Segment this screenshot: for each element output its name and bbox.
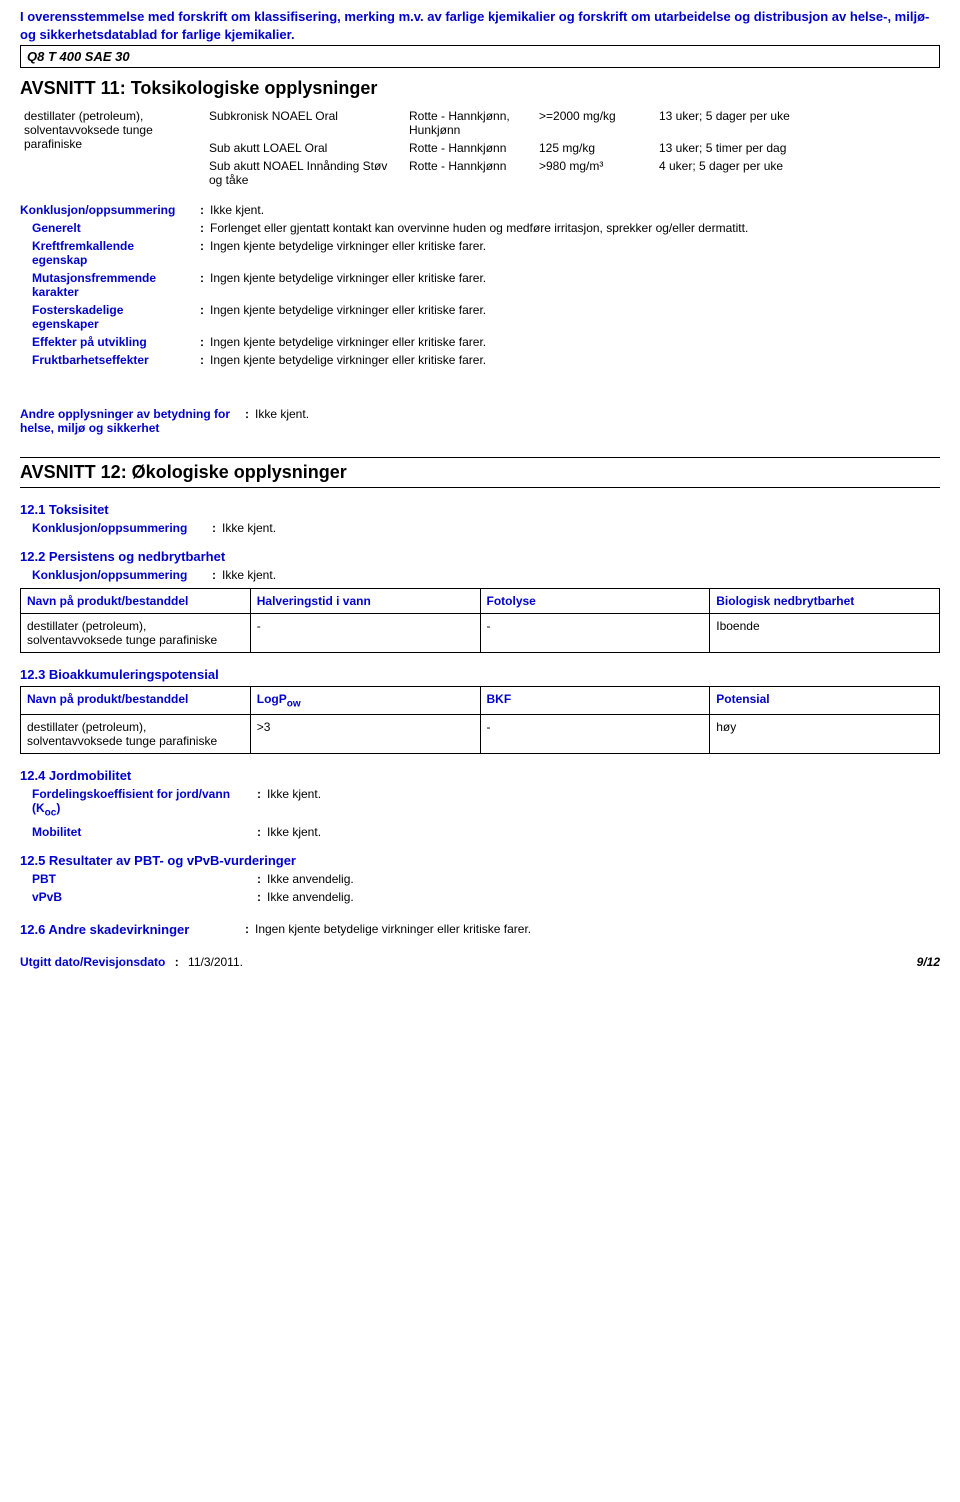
persistence-table: Navn på produkt/bestanddel Halveringstid… — [20, 588, 940, 653]
th-name: Navn på produkt/bestanddel — [21, 589, 251, 614]
subsection-12-1-title: 12.1 Toksisitet — [20, 502, 940, 517]
conclusion-row: Konklusjon/oppsummering : Ikke kjent. — [20, 521, 940, 535]
footer-page-number: 9/12 — [917, 955, 940, 969]
tox-dose: >980 mg/m³ — [535, 157, 655, 189]
other-info-value: Ikke kjent. — [255, 407, 940, 435]
td-logpow: >3 — [250, 715, 480, 754]
th-halflife: Halveringstid i vann — [250, 589, 480, 614]
tox-duration: 13 uker; 5 timer per dag — [655, 139, 940, 157]
subsection-12-4-title: 12.4 Jordmobilitet — [20, 768, 940, 783]
tox-substance: destillater (petroleum), solventavvoksed… — [20, 107, 205, 189]
tox-dose: >=2000 mg/kg — [535, 107, 655, 139]
tox-endpoint: Subkronisk NOAEL Oral — [205, 107, 405, 139]
td-bkf: - — [480, 715, 710, 754]
summary-row: Fruktbarhetseffekter : Ingen kjente bety… — [20, 353, 940, 367]
subsection-12-2-title: 12.2 Persistens og nedbrytbarhet — [20, 549, 940, 564]
soil-mobility-row: Fordelingskoeffisient for jord/vann (Koc… — [20, 787, 940, 818]
summary-row: Effekter på utvikling : Ingen kjente bet… — [20, 335, 940, 349]
summary-label: Fruktbarhetseffekter — [20, 353, 200, 367]
section-11-title: AVSNITT 11: Toksikologiske opplysninger — [20, 78, 940, 99]
vpvb-value: Ikke anvendelig. — [267, 890, 940, 904]
summary-value: Ingen kjente betydelige virkninger eller… — [210, 303, 940, 331]
summary-value: Forlenget eller gjentatt kontakt kan ove… — [210, 221, 940, 235]
summary-value: Ingen kjente betydelige virkninger eller… — [210, 335, 940, 349]
tox-endpoint: Sub akutt LOAEL Oral — [205, 139, 405, 157]
other-info-label: Andre opplysninger av betydning for hels… — [20, 407, 245, 435]
koc-value: Ikke kjent. — [267, 787, 940, 818]
conclusion-label: Konklusjon/oppsummering — [32, 568, 212, 582]
summary-label: Mutasjonsfremmende karakter — [20, 271, 200, 299]
bioaccumulation-table: Navn på produkt/bestanddel LogPow BKF Po… — [20, 686, 940, 754]
td-name: destillater (petroleum), solventavvoksed… — [21, 715, 251, 754]
th-biodeg: Biologisk nedbrytbarhet — [710, 589, 940, 614]
pbt-row: PBT : Ikke anvendelig. — [20, 872, 940, 886]
summary-label: Generelt — [20, 221, 200, 235]
other-info-row: Andre opplysninger av betydning for hels… — [20, 407, 940, 435]
td-biodeg: Iboende — [710, 614, 940, 653]
mobility-value: Ikke kjent. — [267, 825, 940, 839]
summary-row: Kreftfremkallende egenskap : Ingen kjent… — [20, 239, 940, 267]
toxicology-table: destillater (petroleum), solventavvoksed… — [20, 107, 940, 189]
td-halflife: - — [250, 614, 480, 653]
pbt-value: Ikke anvendelig. — [267, 872, 940, 886]
page-footer: Utgitt dato/Revisjonsdato : 11/3/2011. 9… — [20, 955, 940, 969]
other-harm-value: Ingen kjente betydelige virkninger eller… — [255, 922, 940, 937]
mobility-label: Mobilitet — [32, 825, 257, 839]
conclusion-row: Konklusjon/oppsummering : Ikke kjent. — [20, 568, 940, 582]
conclusion-label: Konklusjon/oppsummering — [20, 203, 200, 217]
summary-row: Generelt : Forlenget eller gjentatt kont… — [20, 221, 940, 235]
tox-species: Rotte - Hannkjønn — [405, 139, 535, 157]
summary-label: Kreftfremkallende egenskap — [20, 239, 200, 267]
conclusion-value: Ikke kjent. — [210, 203, 940, 217]
footer-date-label: Utgitt dato/Revisjonsdato — [20, 955, 165, 969]
tox-species: Rotte - Hannkjønn — [405, 157, 535, 189]
summary-value: Ingen kjente betydelige virkninger eller… — [210, 239, 940, 267]
td-potential: høy — [710, 715, 940, 754]
tox-species: Rotte - Hannkjønn, Hunkjønn — [405, 107, 535, 139]
tox-endpoint: Sub akutt NOAEL Innånding Støv og tåke — [205, 157, 405, 189]
summary-value: Ingen kjente betydelige virkninger eller… — [210, 271, 940, 299]
tox-duration: 4 uker; 5 dager per uke — [655, 157, 940, 189]
other-harm-label: 12.6 Andre skadevirkninger — [20, 922, 245, 937]
koc-label: Fordelingskoeffisient for jord/vann (Koc… — [32, 787, 257, 818]
summary-row: Fosterskadelige egenskaper : Ingen kjent… — [20, 303, 940, 331]
td-photolysis: - — [480, 614, 710, 653]
mobility-row: Mobilitet : Ikke kjent. — [20, 825, 940, 839]
conclusion-label: Konklusjon/oppsummering — [32, 521, 212, 535]
th-potential: Potensial — [710, 687, 940, 715]
regulatory-header: I overensstemmelse med forskrift om klas… — [20, 8, 940, 43]
conclusion-value: Ikke kjent. — [222, 521, 940, 535]
conclusion-row: Konklusjon/oppsummering : Ikke kjent. — [20, 203, 940, 217]
subsection-12-3-title: 12.3 Bioakkumuleringspotensial — [20, 667, 940, 682]
summary-value: Ingen kjente betydelige virkninger eller… — [210, 353, 940, 367]
other-harm-row: 12.6 Andre skadevirkninger : Ingen kjent… — [20, 922, 940, 937]
conclusion-value: Ikke kjent. — [222, 568, 940, 582]
th-bkf: BKF — [480, 687, 710, 715]
vpvb-label: vPvB — [32, 890, 257, 904]
section-12-title: AVSNITT 12: Økologiske opplysninger — [20, 457, 940, 488]
td-name: destillater (petroleum), solventavvoksed… — [21, 614, 251, 653]
vpvb-row: vPvB : Ikke anvendelig. — [20, 890, 940, 904]
summary-row: Mutasjonsfremmende karakter : Ingen kjen… — [20, 271, 940, 299]
tox-dose: 125 mg/kg — [535, 139, 655, 157]
summary-label: Effekter på utvikling — [20, 335, 200, 349]
tox-duration: 13 uker; 5 dager per uke — [655, 107, 940, 139]
th-photolysis: Fotolyse — [480, 589, 710, 614]
footer-date-value: 11/3/2011. — [188, 955, 243, 969]
pbt-label: PBT — [32, 872, 257, 886]
th-logpow: LogPow — [250, 687, 480, 715]
summary-label: Fosterskadelige egenskaper — [20, 303, 200, 331]
subsection-12-5-title: 12.5 Resultater av PBT- og vPvB-vurderin… — [20, 853, 940, 868]
th-name: Navn på produkt/bestanddel — [21, 687, 251, 715]
product-name-box: Q8 T 400 SAE 30 — [20, 45, 940, 68]
